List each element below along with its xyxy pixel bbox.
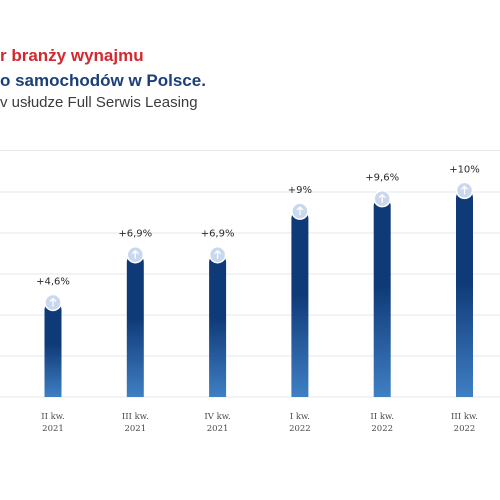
x-tick-label-year: 2022 xyxy=(289,424,311,434)
data-label: +6,9% xyxy=(118,229,152,240)
bar xyxy=(126,253,144,397)
bars xyxy=(44,181,474,397)
bar xyxy=(373,197,391,397)
x-tick-label-year: 2022 xyxy=(454,424,476,434)
arrow-up-icon xyxy=(373,189,391,208)
data-label: +6,9% xyxy=(201,229,235,240)
x-axis-labels: II kw. 2021 III kw. 2021 IV kw. 2021 I kw. 2022… xyxy=(41,412,478,434)
title-line-2: o samochodów w Polsce. xyxy=(0,71,206,90)
x-tick-label-year: 2022 xyxy=(371,424,393,434)
arrow-up-icon xyxy=(126,245,145,264)
x-tick-label: II kw. xyxy=(370,412,394,422)
data-label: +10% xyxy=(449,164,480,175)
value-labels: +4,6% +6,9% +6,9% +9% +9,6% +10% xyxy=(36,164,480,287)
arrow-up-icon xyxy=(291,202,309,220)
title-divider xyxy=(0,150,500,151)
x-tick-label: III kw. xyxy=(451,412,478,422)
arrow-up-icon xyxy=(44,293,62,312)
x-tick-label: II kw. xyxy=(41,412,65,422)
data-label: +9% xyxy=(288,185,312,196)
x-tick-label: I kw. xyxy=(290,412,310,422)
x-tick-label-year: 2021 xyxy=(124,424,146,434)
data-label: +9,6% xyxy=(365,173,399,184)
title-line-1: r branży wynajmu xyxy=(0,46,144,65)
bar xyxy=(456,189,473,397)
x-tick-label-year: 2021 xyxy=(207,424,229,434)
arrow-up-icon xyxy=(208,245,227,264)
bar xyxy=(44,301,62,397)
x-tick-label: IV kw. xyxy=(204,412,230,422)
x-tick-label-year: 2021 xyxy=(42,424,64,434)
bar xyxy=(209,253,227,397)
data-label: +4,6% xyxy=(36,276,70,287)
title-line-3: v usłudze Full Serwis Leasing xyxy=(0,94,198,111)
x-tick-label: III kw. xyxy=(122,412,149,422)
grid-lines xyxy=(0,191,500,398)
chart-title: r branży wynajmu o samochodów w Polsce. … xyxy=(0,0,500,120)
arrow-up-icon xyxy=(455,181,474,200)
bar xyxy=(291,210,309,397)
